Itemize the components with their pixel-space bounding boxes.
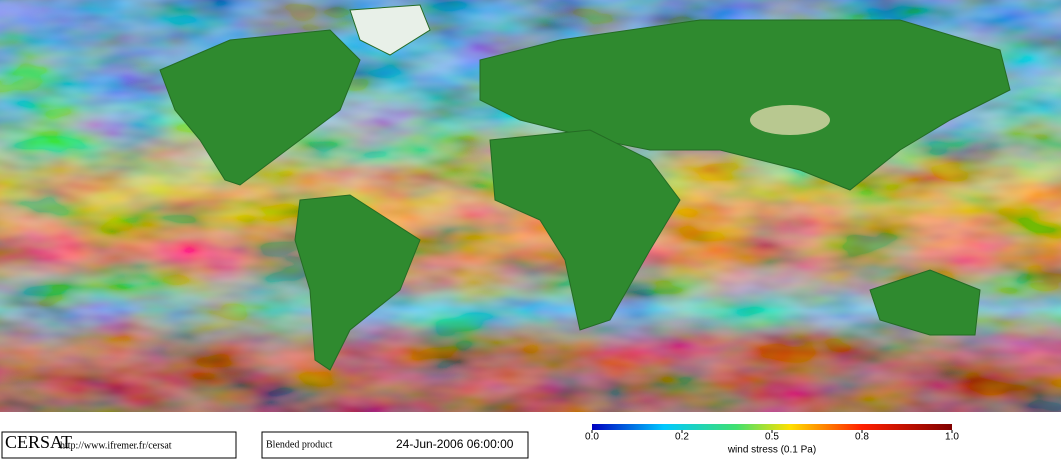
- colorbar: [592, 424, 952, 430]
- colorbar-tick-label: 0.2: [675, 432, 689, 443]
- south-america: [294, 194, 421, 371]
- product-box: [261, 431, 529, 459]
- url: http://www.ifremer.fr/cersat: [60, 440, 172, 451]
- tibet: [750, 105, 830, 135]
- colorbar-tick-label: 0.0: [585, 432, 599, 443]
- colorbar-tick-label: 0.5: [765, 432, 779, 443]
- colorbar-tick-label: 1.0: [945, 432, 959, 443]
- logo-box: [1, 431, 237, 459]
- logo: CERSAT: [5, 432, 72, 452]
- africa: [489, 129, 681, 331]
- continents: [159, 4, 1011, 371]
- greenland: [349, 4, 431, 56]
- north-america: [159, 29, 361, 186]
- eurasia: [479, 19, 1011, 191]
- product: Blended product: [266, 439, 333, 450]
- timestamp: 24-Jun-2006 06:00:00: [396, 437, 514, 451]
- colorbar-label: wind stress (0.1 Pa): [727, 445, 816, 456]
- colorbar-tick-label: 0.8: [855, 432, 869, 443]
- australia: [869, 269, 981, 336]
